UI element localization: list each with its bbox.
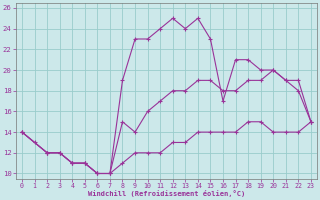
X-axis label: Windchill (Refroidissement éolien,°C): Windchill (Refroidissement éolien,°C) [88, 190, 245, 197]
